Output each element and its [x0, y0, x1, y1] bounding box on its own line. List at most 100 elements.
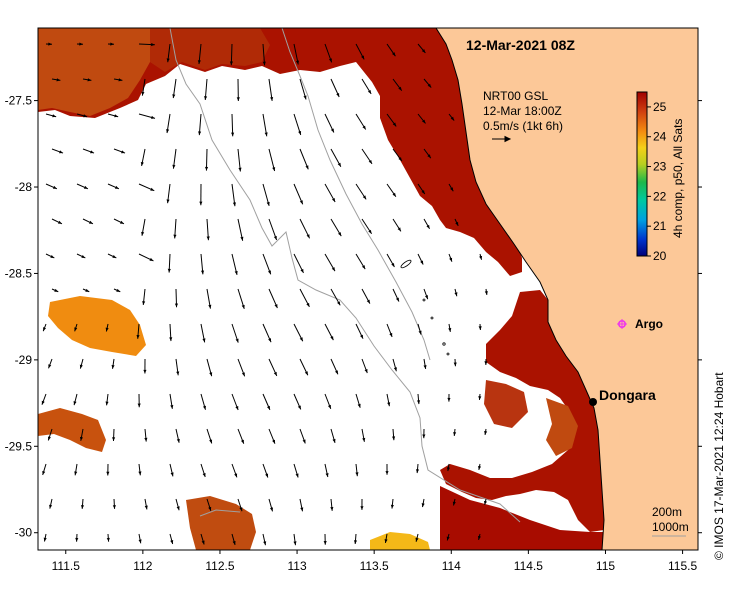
current-arrow: [41, 393, 47, 405]
current-arrow: [206, 358, 213, 377]
current-arrow: [169, 393, 174, 409]
current-arrow: [237, 218, 244, 241]
current-arrow: [166, 183, 171, 204]
current-arrow: [204, 148, 209, 171]
current-arrow: [417, 253, 424, 265]
current-arrow: [360, 498, 364, 510]
sst-patch-west-orange: [48, 296, 146, 356]
current-vectors: [41, 42, 488, 546]
colorbar-gradient: [636, 91, 648, 257]
current-arrow: [423, 78, 432, 88]
current-arrow: [166, 43, 171, 63]
current-arrow: [262, 253, 272, 275]
current-arrow: [138, 533, 142, 544]
current-arrow: [392, 428, 396, 441]
current-arrow: [206, 428, 213, 444]
current-arrow: [166, 113, 171, 134]
current-arrow: [169, 463, 174, 477]
x-tick-label: 114.5: [514, 559, 543, 573]
y-tick-label: -28.5: [5, 266, 33, 280]
current-arrow: [262, 323, 272, 343]
current-arrow: [42, 463, 47, 476]
current-arrow: [262, 463, 269, 478]
current-arrow: [231, 113, 235, 137]
current-arrow: [323, 533, 327, 545]
current-arrow: [293, 43, 300, 65]
current-arrow: [80, 498, 85, 509]
sst-patch-south-centre: [186, 496, 256, 550]
dongara-marker: Dongara: [589, 387, 656, 406]
colorbar-tick-label: 24: [653, 130, 667, 144]
current-arrow: [324, 323, 334, 341]
colorbar-tick-label: 25: [653, 100, 667, 114]
y-tick-label: -30: [15, 526, 33, 540]
x-tick-label: 113.5: [360, 559, 389, 573]
current-arrow: [138, 183, 155, 192]
current-arrow: [82, 218, 94, 225]
current-arrow: [76, 183, 89, 190]
current-arrow: [206, 498, 212, 511]
sst-patch-south-yellow: [370, 532, 430, 550]
island: [422, 298, 426, 302]
current-arrow: [478, 323, 482, 331]
current-arrow: [138, 113, 156, 119]
current-arrow: [74, 323, 78, 332]
current-arrow: [483, 498, 488, 505]
current-arrow: [268, 288, 278, 309]
current-arrow: [113, 148, 126, 154]
current-arrow: [45, 113, 57, 118]
current-arrow: [175, 498, 180, 511]
current-arrow: [48, 358, 53, 369]
current-arrow: [355, 323, 364, 339]
current-arrow: [386, 253, 395, 268]
current-arrow: [206, 218, 210, 241]
current-arrow: [204, 78, 208, 101]
sst-patch-southeast: [440, 486, 604, 550]
current-arrow: [137, 393, 141, 408]
current-arrow: [324, 463, 329, 478]
current-arrow: [229, 43, 233, 66]
current-arrow: [268, 78, 274, 101]
current-arrow: [113, 78, 123, 82]
current-arrow: [237, 358, 246, 377]
current-arrow: [105, 323, 109, 332]
current-arrow: [293, 253, 304, 274]
current-arrow: [417, 43, 426, 54]
current-arrow: [231, 533, 236, 546]
current-arrow: [268, 218, 278, 241]
current-arrow: [392, 358, 397, 372]
current-arrow: [293, 323, 304, 342]
abrolhos-islands: [400, 259, 450, 356]
current-arrow: [361, 288, 371, 304]
current-arrow: [237, 288, 245, 309]
current-arrow: [106, 463, 110, 476]
current-arrow: [446, 463, 450, 472]
current-arrow: [107, 42, 115, 46]
current-arrow: [113, 218, 125, 225]
current-arrow: [51, 148, 64, 154]
isobath-1000m: [281, 28, 431, 361]
current-arrow: [293, 533, 297, 546]
current-arrow: [79, 358, 84, 369]
current-arrow: [415, 463, 420, 474]
current-arrow: [106, 533, 110, 542]
current-arrow: [423, 358, 427, 370]
current-arrow: [112, 428, 116, 442]
argo-label: Argo: [635, 317, 663, 331]
colorbar-tick-label: 23: [653, 160, 667, 174]
current-arrow: [262, 533, 267, 546]
argo-marker: Argo: [617, 317, 663, 331]
current-arrow: [262, 43, 266, 66]
current-arrow: [324, 43, 333, 63]
current-arrow: [423, 148, 432, 159]
current-arrow: [107, 253, 117, 259]
current-arrow: [76, 113, 88, 118]
current-arrow: [293, 393, 302, 410]
colorbar-tick-label: 21: [653, 219, 667, 233]
y-tick-label: -28: [15, 180, 33, 194]
colorbar-tick-label: 20: [653, 249, 667, 263]
current-arrow: [172, 148, 177, 169]
current-arrow: [479, 253, 483, 260]
island: [442, 342, 446, 346]
x-tick-label: 112.5: [205, 559, 234, 573]
